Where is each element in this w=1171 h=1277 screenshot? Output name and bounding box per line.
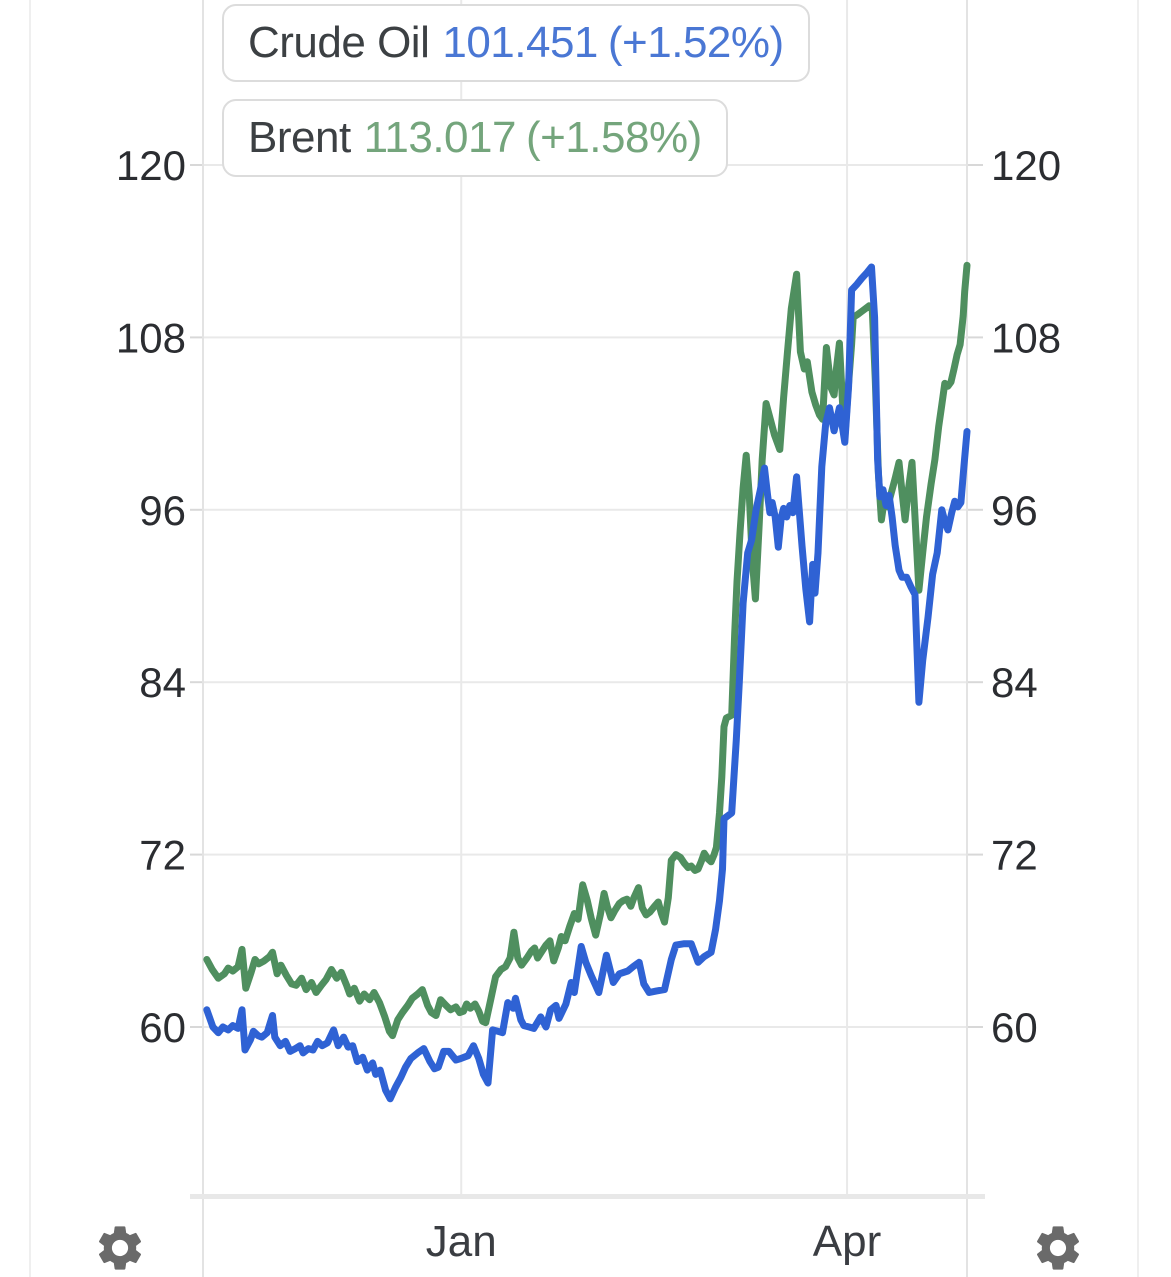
legend-brent-value: 113.017: [363, 113, 517, 162]
x-axis-line: [190, 1194, 985, 1199]
legend-crude-change: (+1.52%): [607, 18, 784, 67]
y-axis-label-right: 84: [991, 659, 1038, 706]
y-axis-label-right: 120: [991, 142, 1061, 189]
legend-brent-change: (+1.58%): [525, 113, 702, 162]
legend-crude-oil[interactable]: Crude Oil 101.451 (+1.52%): [222, 4, 810, 82]
x-axis-label-apr: Apr: [813, 1217, 881, 1266]
y-axis-label-left: 60: [139, 1004, 186, 1051]
y-axis-label-right: 72: [991, 832, 1038, 879]
legend-brent[interactable]: Brent 113.017 (+1.58%): [222, 99, 728, 177]
y-axis-label-left: 108: [116, 314, 186, 361]
legend-crude-label: Crude Oil: [248, 18, 430, 67]
legend-crude-value: 101.451: [442, 18, 598, 67]
crude-oil-line: [203, 263, 971, 1103]
y-axis-label-right: 60: [991, 1004, 1038, 1051]
y-axis-label-right: 96: [991, 487, 1038, 534]
y-axis-label-left: 96: [139, 487, 186, 534]
y-axis-label-left: 72: [139, 832, 186, 879]
settings-gear-icon-right[interactable]: [1031, 1221, 1085, 1275]
x-axis-label-jan: Jan: [426, 1217, 497, 1266]
y-axis-label-right: 108: [991, 314, 1061, 361]
settings-gear-icon-left[interactable]: [93, 1221, 147, 1275]
brent-line: [203, 261, 971, 1040]
y-axis-label-left: 120: [116, 142, 186, 189]
legend-brent-label: Brent: [248, 113, 351, 162]
y-axis-label-left: 84: [139, 659, 186, 706]
